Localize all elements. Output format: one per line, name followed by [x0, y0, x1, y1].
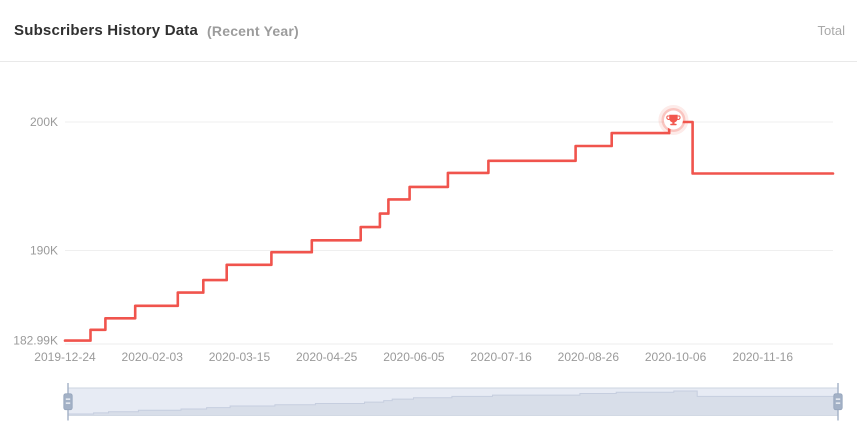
series-total-line [63, 120, 835, 342]
x-axis-tick-label: 2020-04-25 [296, 350, 358, 364]
slider-handle-grip[interactable] [833, 393, 843, 411]
datazoom-slider[interactable] [63, 383, 843, 421]
legend-item-total[interactable]: Total [817, 23, 845, 38]
x-axis-tick-label: 2020-07-16 [470, 350, 532, 364]
card-header: Subscribers History Data (Recent Year) T… [0, 0, 857, 62]
peak-trophy-marker[interactable] [658, 105, 689, 135]
axis-labels: 200K 190K 182.99K 2019-12-24 2020-02-03 2020-… [13, 115, 793, 364]
slider-handle-grip[interactable] [63, 393, 73, 411]
total-series-path [63, 120, 835, 342]
y-axis-tick-label: 200K [30, 115, 58, 129]
x-axis-tick-label: 2020-06-05 [383, 350, 445, 364]
card-subtitle: (Recent Year) [207, 22, 299, 39]
trophy-stem [672, 122, 675, 124]
trophy-right-handle [676, 115, 681, 121]
x-axis-tick-label: 2019-12-24 [34, 350, 96, 364]
x-axis-tick-label: 2020-02-03 [122, 350, 184, 364]
trophy-cup [669, 114, 678, 123]
trophy-icon [666, 114, 681, 126]
x-axis-tick-label: 2020-08-26 [558, 350, 620, 364]
gridlines [65, 121, 833, 345]
y-axis-tick-label: 182.99K [13, 334, 58, 348]
slider-left-handle[interactable] [63, 383, 73, 421]
trophy-left-handle [666, 115, 671, 121]
x-axis-tick-label: 2020-03-15 [209, 350, 271, 364]
x-axis-tick-label: 2020-10-06 [645, 350, 707, 364]
x-axis-tick-label: 2020-11-16 [733, 350, 794, 364]
slider-right-handle[interactable] [833, 383, 843, 421]
card-title: Subscribers History Data [14, 22, 199, 39]
slider-data-shadow [68, 391, 838, 416]
trophy-base [670, 123, 677, 126]
y-axis-tick-label: 190K [30, 244, 58, 258]
slider-data-line [68, 390, 838, 415]
